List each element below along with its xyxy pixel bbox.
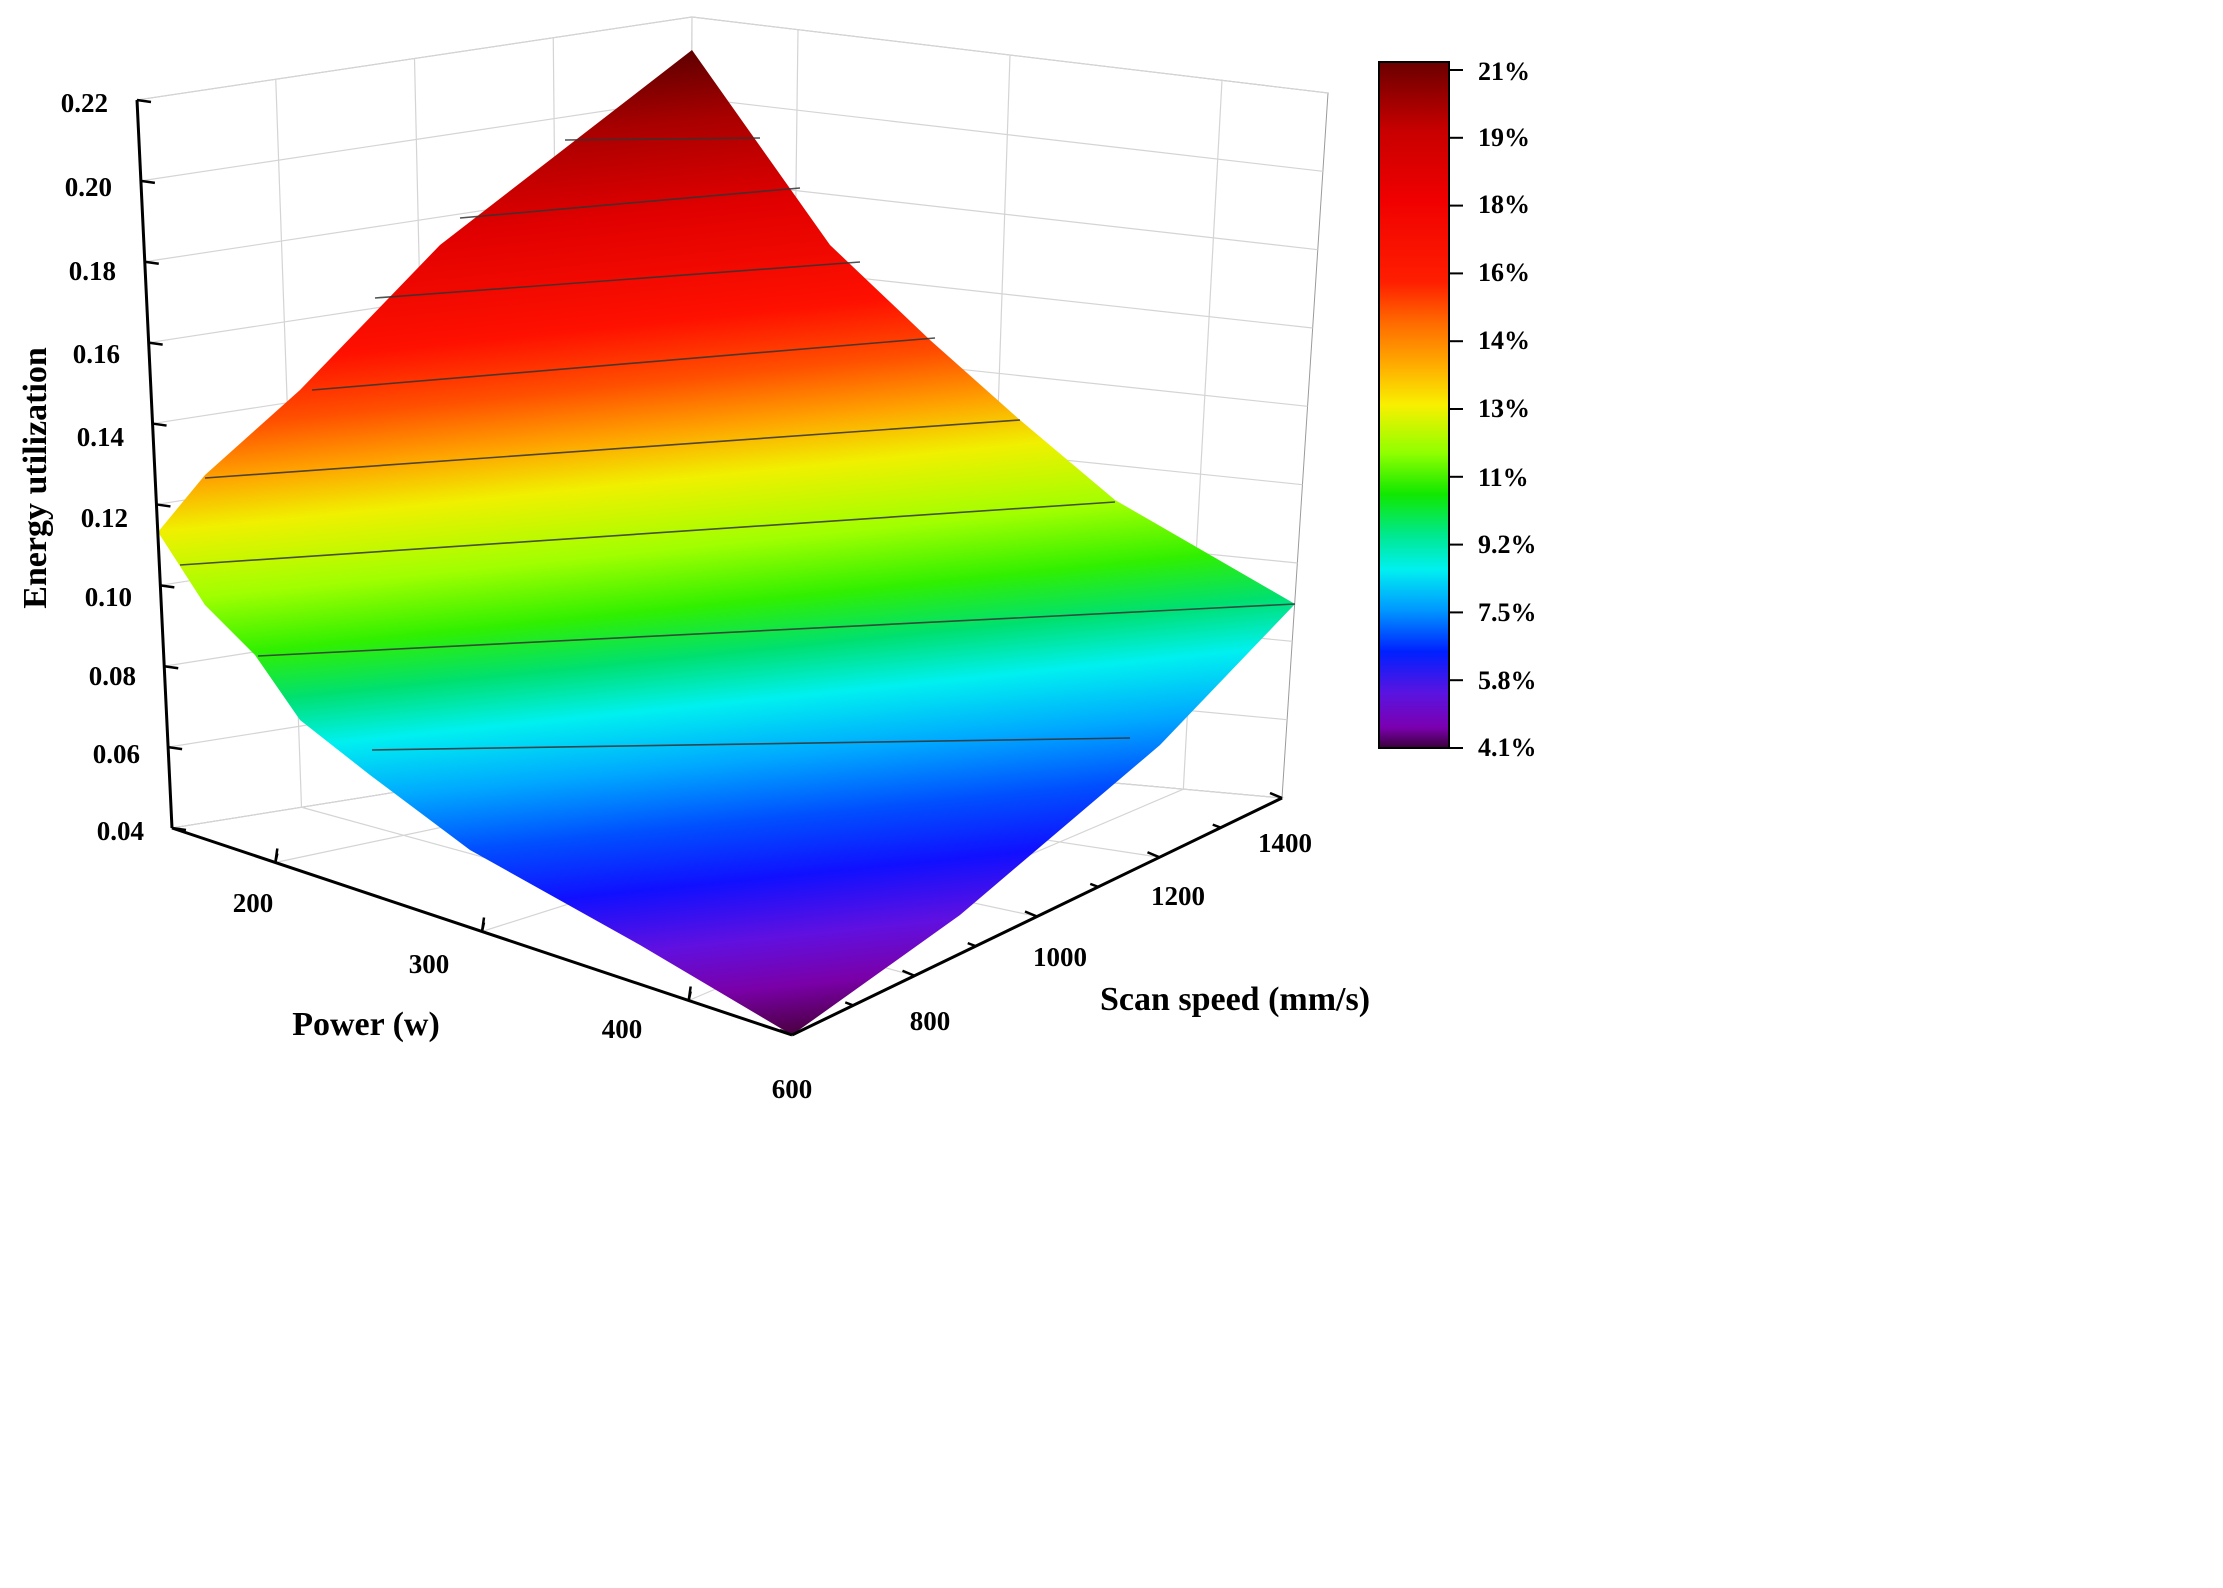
contour-line	[311, 337, 936, 391]
y-tick-mark	[1147, 851, 1160, 859]
y-tick-labels: 600 800 1000 1200 1400	[772, 828, 1312, 1104]
z-tick-labels: 0.22 0.20 0.18 0.16 0.14 0.12 0.10 0.08 …	[61, 88, 144, 846]
contour-line	[204, 419, 1021, 479]
colorbar-label: 18%	[1478, 190, 1530, 219]
z-tick-label: 0.14	[77, 422, 124, 452]
y-tick-label: 1200	[1151, 881, 1205, 911]
x-minor-tick	[480, 922, 486, 932]
y-minor-tick	[844, 1001, 854, 1007]
x-tick-labels: 200 300 400	[233, 888, 643, 1044]
y-minor-tick	[1089, 882, 1099, 889]
contour-line	[179, 501, 1116, 566]
y-tick-label: 1000	[1033, 942, 1087, 972]
z-tick-mark	[140, 179, 156, 185]
z-tick-mark	[167, 745, 183, 751]
z-axis-line	[135, 99, 174, 829]
z-tick-label: 0.12	[81, 503, 128, 533]
x-minor-tick	[687, 991, 692, 1001]
surface	[158, 50, 1295, 1035]
colorbar-label: 19%	[1478, 123, 1530, 152]
z-tick-label: 0.04	[97, 816, 144, 846]
z-tick-mark	[136, 98, 152, 104]
z-tick-mark	[171, 826, 187, 832]
colorbar-scale	[1378, 61, 1450, 749]
axis-ticks	[136, 98, 1283, 1037]
contour-line	[374, 261, 861, 299]
y-axis-title: Scan speed (mm/s)	[1100, 981, 1370, 1018]
contour-lines	[179, 137, 1296, 751]
colorbar-label: 4.1%	[1478, 733, 1537, 762]
y-tick-label: 600	[772, 1074, 813, 1104]
colorbar-label: 11%	[1478, 463, 1529, 492]
colorbar-label: 21%	[1478, 57, 1530, 86]
colorbar-label: 16%	[1478, 258, 1530, 287]
z-tick-label: 0.16	[73, 339, 120, 369]
contour-line	[371, 737, 1131, 751]
colorbar: 21% 19% 18% 16% 14% 13% 11% 9.2% 7.5% 5.…	[1378, 57, 1537, 762]
z-tick-label: 0.10	[85, 582, 132, 612]
x-tick-label: 300	[409, 949, 450, 979]
y-tick-mark	[1269, 791, 1283, 800]
y-minor-tick	[1212, 823, 1222, 829]
z-axis-title: Energy utilization	[17, 347, 54, 609]
x-axis-title: Power (w)	[292, 1006, 440, 1043]
x-tick-label: 200	[233, 888, 274, 918]
y-tick-label: 1400	[1258, 828, 1312, 858]
y-minor-tick	[967, 941, 977, 948]
z-tick-mark	[148, 341, 163, 346]
z-tick-label: 0.22	[61, 88, 108, 118]
z-tick-mark	[160, 584, 175, 589]
colorbar-ticks	[1449, 69, 1463, 749]
z-tick-mark	[156, 503, 171, 508]
x-minor-tick	[274, 853, 279, 863]
y-tick-mark	[779, 1028, 793, 1037]
z-tick-label: 0.20	[65, 172, 112, 202]
contour-line	[257, 603, 1296, 657]
colorbar-label: 9.2%	[1478, 530, 1537, 559]
z-tick-label: 0.06	[93, 739, 140, 769]
surface-chart: 0.22 0.20 0.18 0.16 0.14 0.12 0.10 0.08 …	[17, 16, 1537, 1104]
z-tick-label: 0.18	[69, 256, 116, 286]
z-tick-mark	[152, 422, 167, 427]
colorbar-label: 14%	[1478, 326, 1530, 355]
contour-line	[564, 137, 761, 141]
colorbar-label: 13%	[1478, 394, 1530, 423]
y-tick-mark	[1024, 910, 1038, 918]
z-tick-label: 0.08	[89, 661, 136, 691]
colorbar-label: 5.8%	[1478, 666, 1537, 695]
z-tick-mark	[144, 260, 159, 266]
x-tick-label: 400	[602, 1014, 643, 1044]
y-tick-mark	[902, 969, 915, 977]
z-tick-mark	[164, 664, 179, 670]
colorbar-label: 7.5%	[1478, 598, 1537, 627]
y-tick-label: 800	[910, 1006, 951, 1036]
contour-line	[459, 187, 801, 219]
